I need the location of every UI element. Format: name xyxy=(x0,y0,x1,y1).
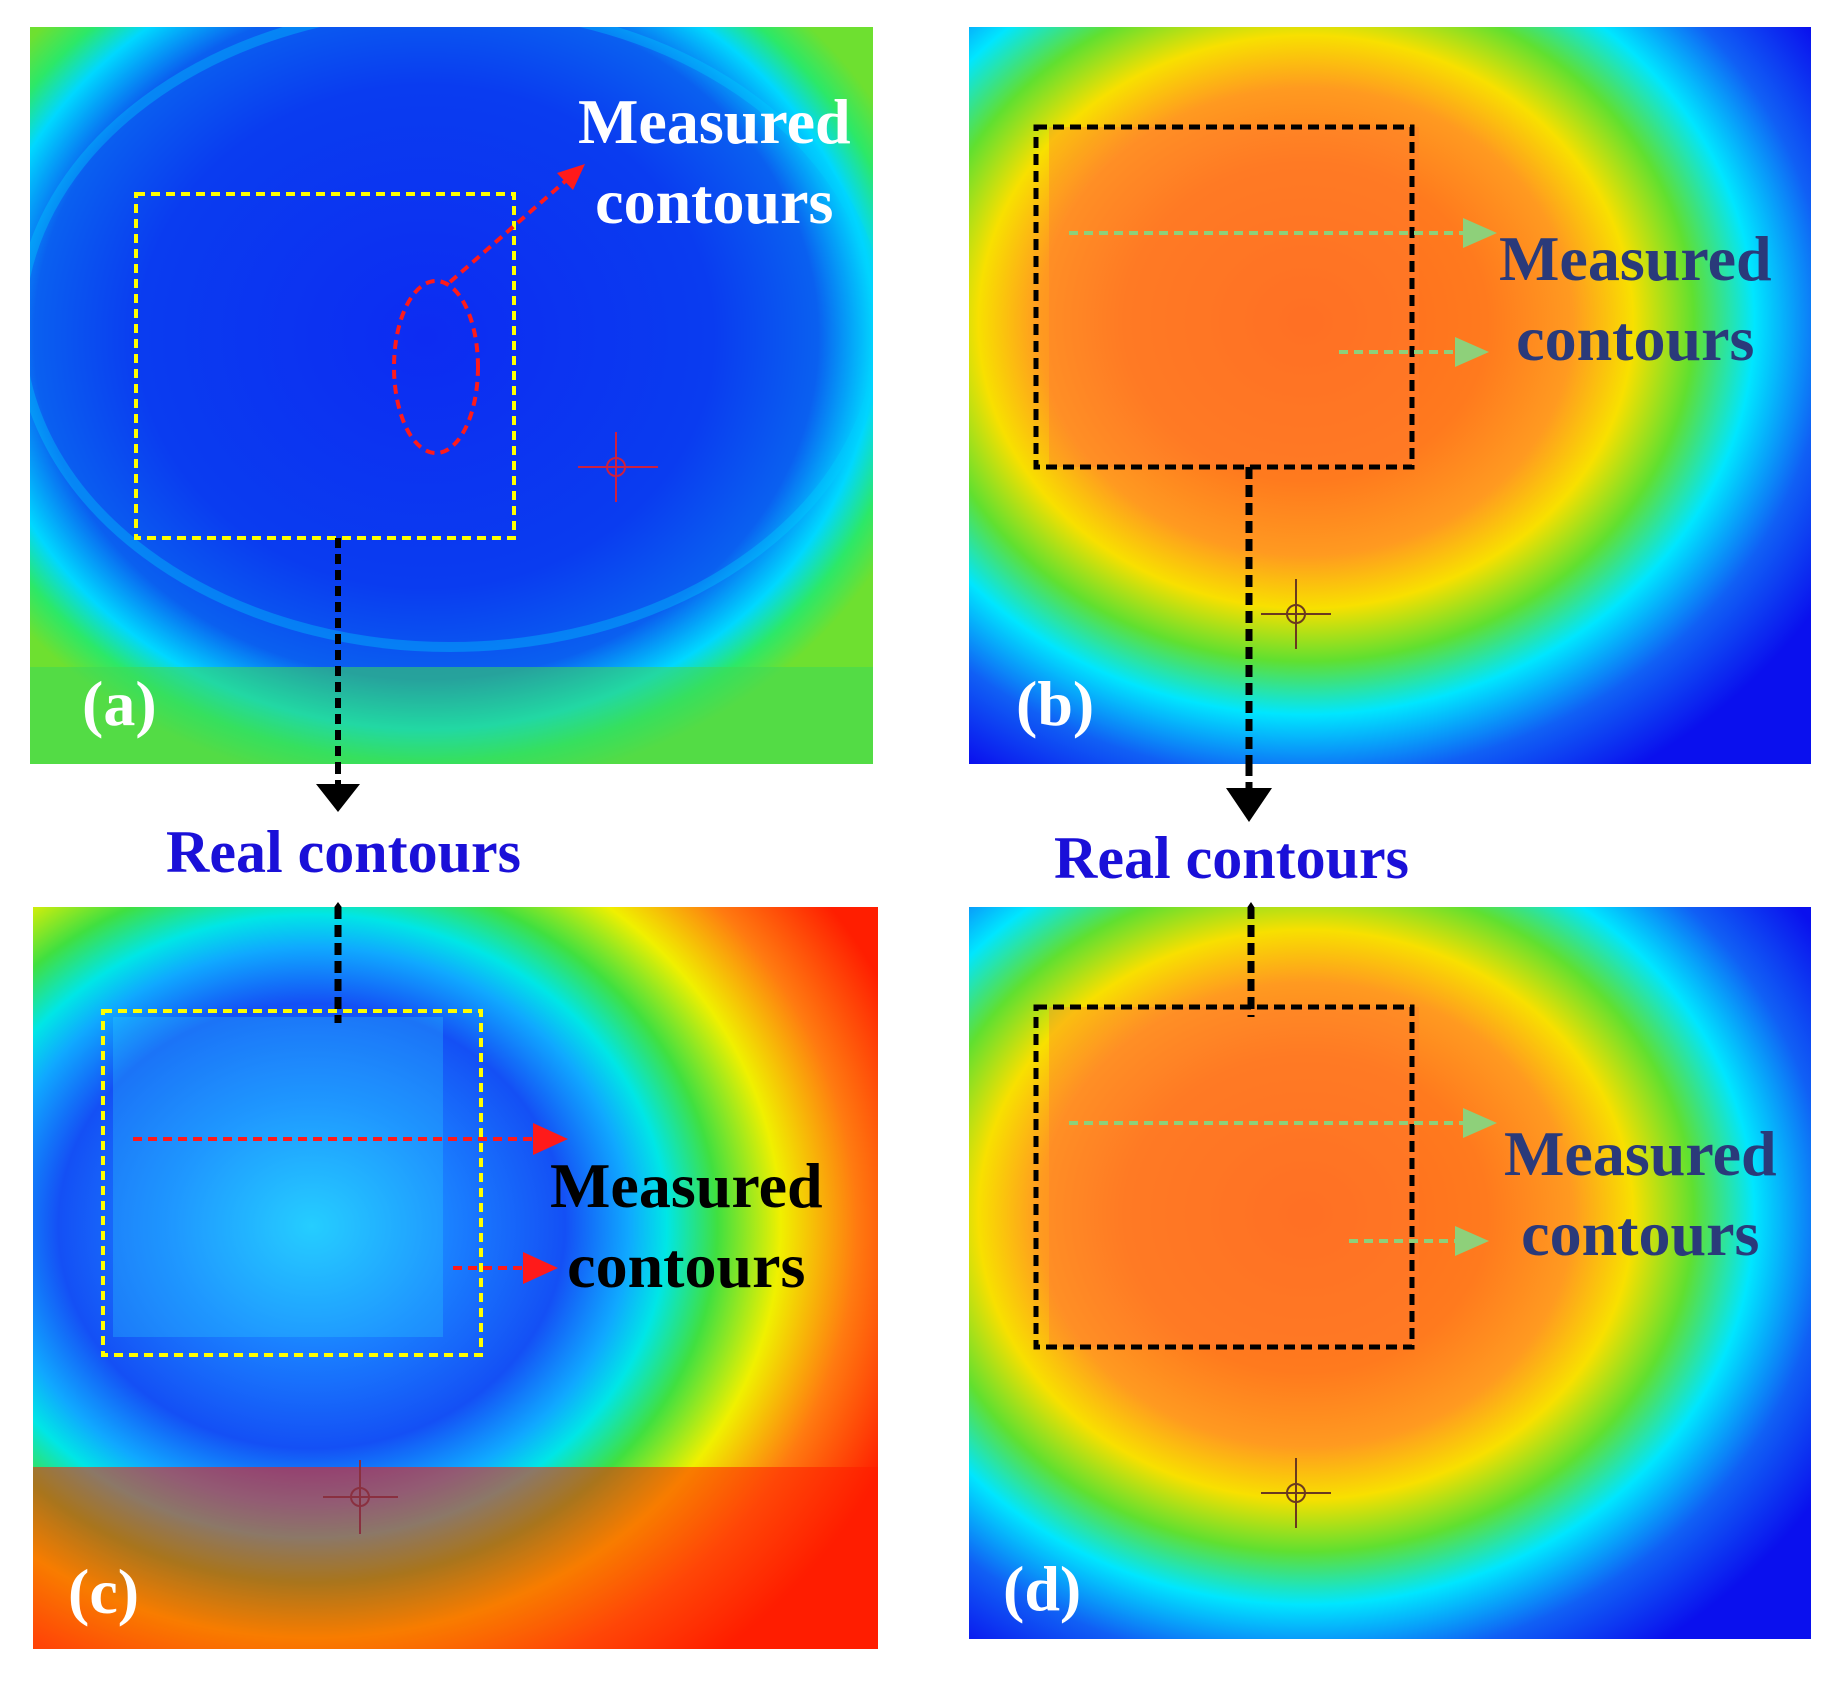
panel-d-label: (d) xyxy=(1003,1553,1082,1624)
panel-d-crosshair xyxy=(1261,1458,1331,1528)
panel-c-heatmap xyxy=(33,907,878,1649)
panel-d-annotation: Measured contours xyxy=(1504,1122,1777,1266)
panel-b: Measured contours (b) xyxy=(969,27,1811,764)
panel-b-crosshair xyxy=(1261,579,1331,649)
panel-c: Measured contours (c) xyxy=(33,907,878,1649)
panel-a-crosshair xyxy=(578,432,658,502)
panel-b-annotation: Measured contours xyxy=(1499,227,1772,371)
panel-a-red-ellipse xyxy=(392,279,480,455)
panel-b-heatmap xyxy=(969,27,1811,764)
panel-c-crosshair xyxy=(323,1460,398,1534)
panel-c-label: (c) xyxy=(68,1556,140,1627)
panel-d-annotation-line1: Measured xyxy=(1504,1118,1777,1189)
panel-c-yellow-box xyxy=(101,1009,483,1357)
panel-a-annotation-line1: Measured xyxy=(578,86,851,157)
panel-a-yellow-box xyxy=(134,192,516,540)
panel-c-annotation: Measured contours xyxy=(550,1154,823,1298)
panel-a-label: (a) xyxy=(82,668,157,739)
panel-d-black-box xyxy=(1033,1004,1415,1350)
real-contours-left: Real contours xyxy=(166,819,521,885)
panel-b-annotation-line2: contours xyxy=(1516,303,1755,374)
panel-c-annotation-line1: Measured xyxy=(550,1150,823,1221)
panel-d-heatmap xyxy=(969,907,1811,1639)
panel-b-annotation-line1: Measured xyxy=(1499,223,1772,294)
panel-a-annotation: Measured contours xyxy=(578,90,851,234)
panel-c-annotation-line2: contours xyxy=(567,1230,806,1301)
panel-a-annotation-line2: contours xyxy=(595,166,834,237)
panel-d-annotation-line2: contours xyxy=(1521,1198,1760,1269)
real-contours-right: Real contours xyxy=(1054,825,1409,891)
panel-b-black-box xyxy=(1033,124,1415,470)
panel-a-heatmap xyxy=(30,27,873,764)
panel-b-label: (b) xyxy=(1016,668,1095,739)
panel-a: Measured contours (a) xyxy=(30,27,873,764)
panel-d: Measured contours (d) xyxy=(969,907,1811,1639)
